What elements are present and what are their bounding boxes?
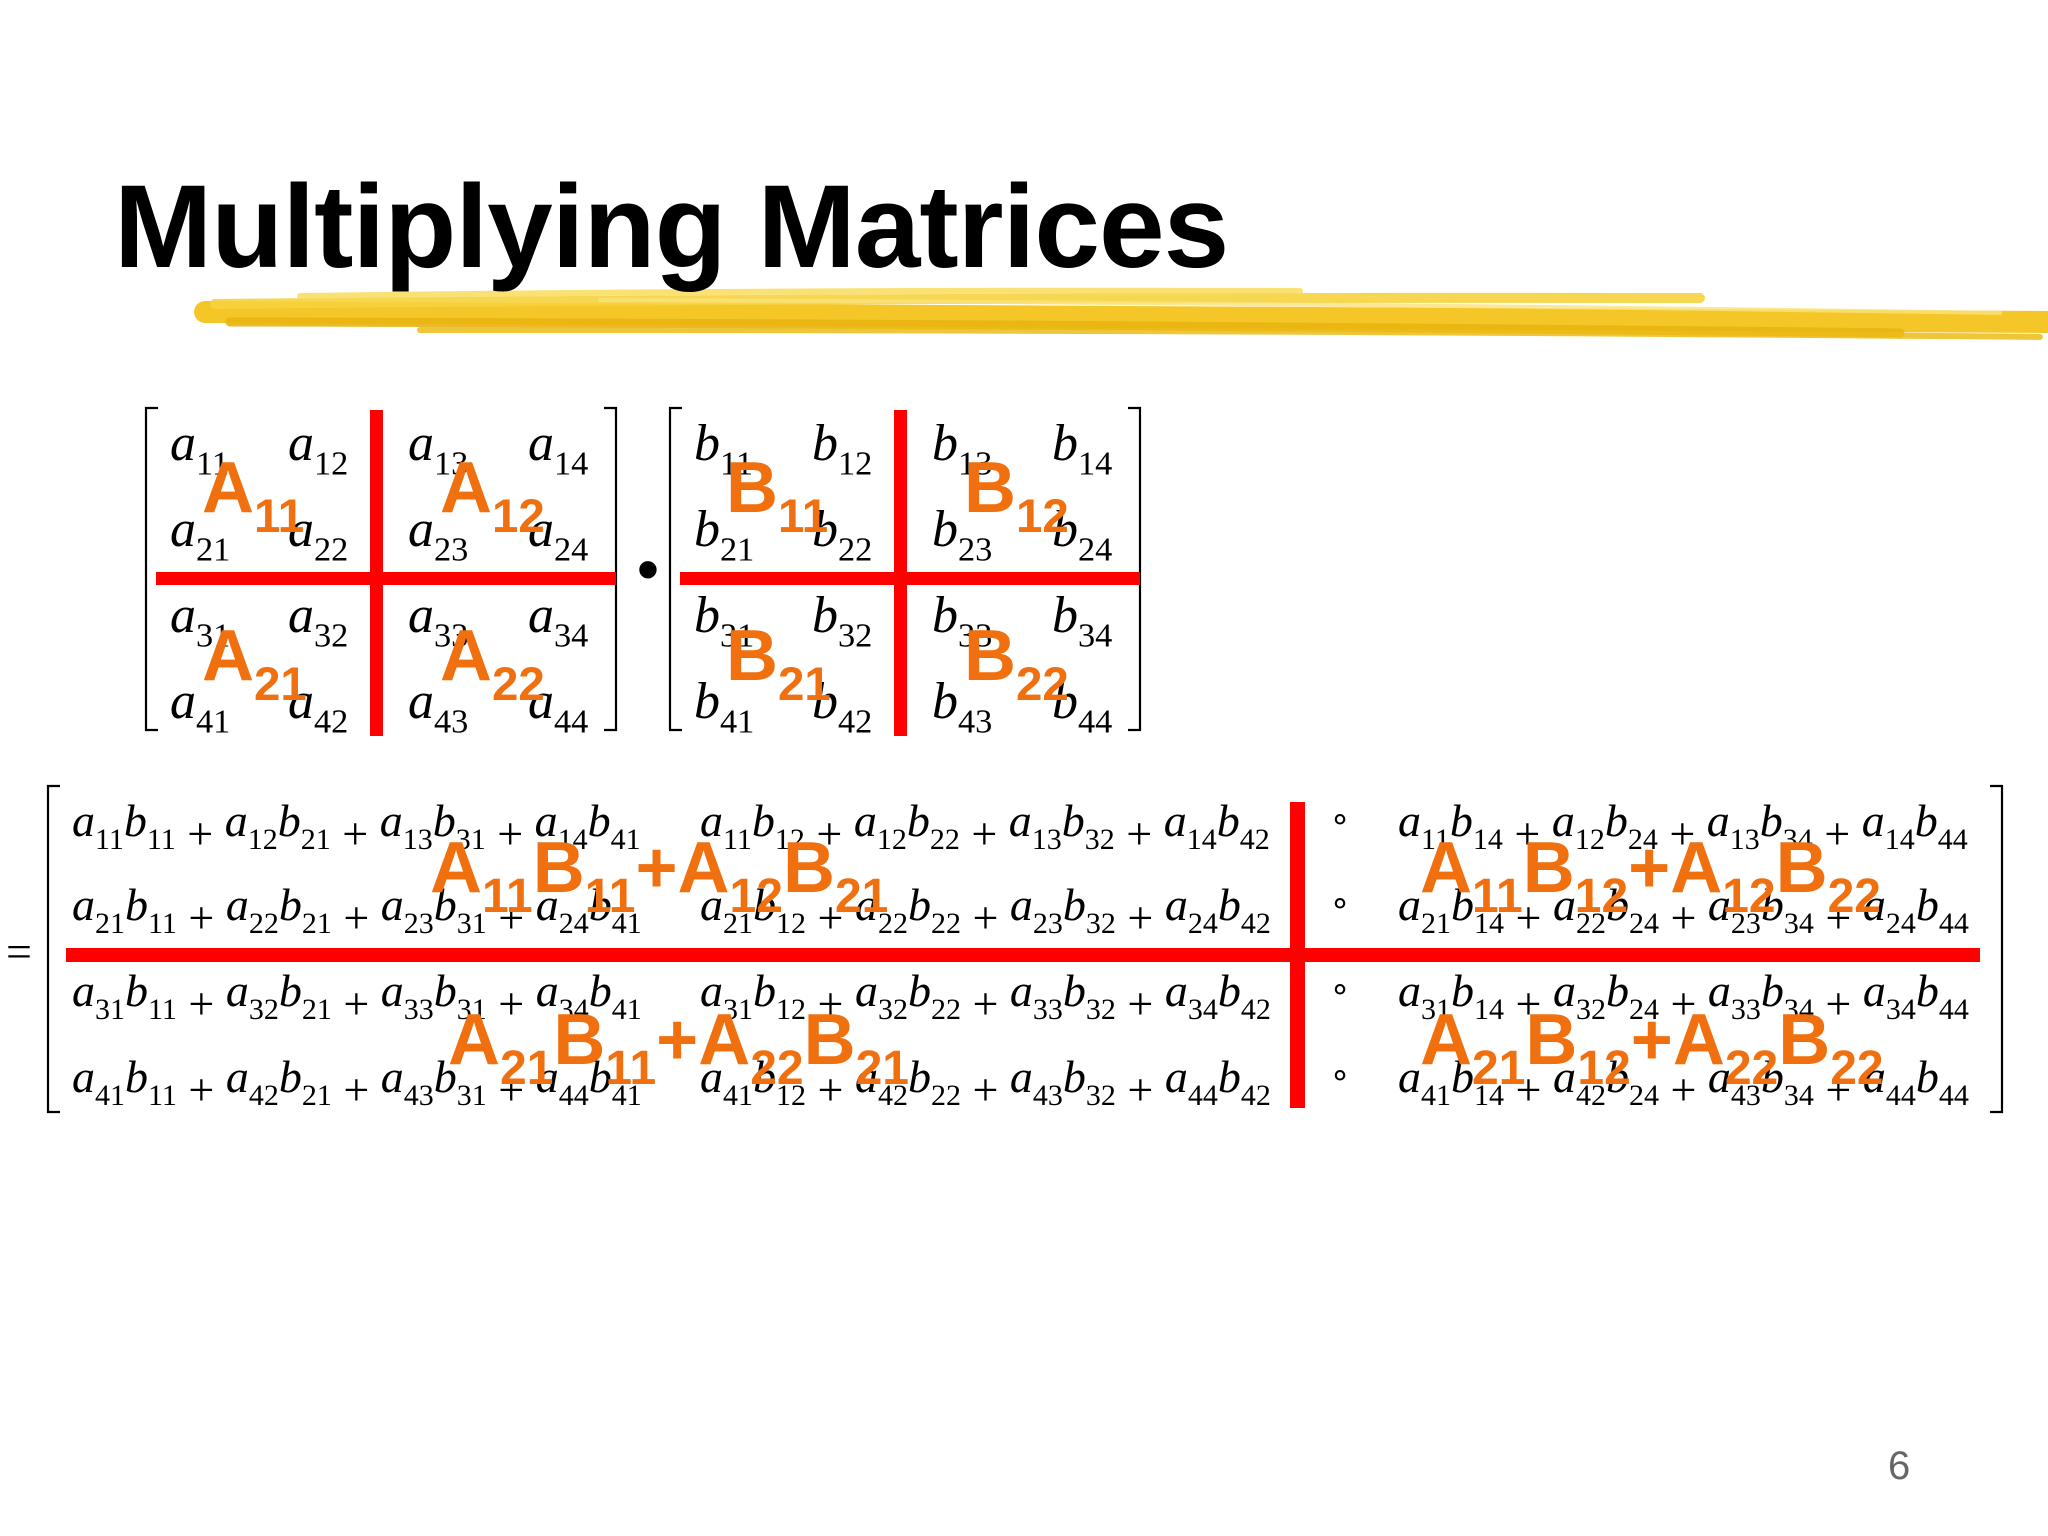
matrix_a-entry: a14	[528, 415, 588, 483]
matrix_b-entry: b21	[694, 501, 754, 569]
matrix_b-entry: b43	[932, 673, 992, 741]
matrix_a-entry: a11	[170, 415, 229, 483]
product-right-bracket	[1990, 784, 2004, 1114]
block-label-a: A11	[202, 448, 304, 543]
matrix_a-entry: a22	[288, 501, 348, 569]
matrix_a-entry: a24	[528, 501, 588, 569]
product-v-divider	[1290, 802, 1305, 1108]
matrix_a-entry: a34	[528, 587, 588, 655]
product-block-label: A21B12+A22B22	[1420, 1000, 1884, 1095]
matrix_b-entry: b22	[812, 501, 872, 569]
brush-stroke	[598, 298, 2002, 315]
product-entry: a11b14 + a12b24 + a13b34 + a14b44	[1398, 795, 1968, 859]
matrix_a-v-divider	[370, 410, 383, 736]
block-label-b: B21	[726, 616, 831, 711]
block-label-b: B12	[964, 448, 1069, 543]
column-ellipsis: ∘	[1329, 885, 1350, 922]
product-entry: a21b12 + a22b22 + a23b32 + a24b42	[700, 879, 1271, 943]
product-entry: a11b11 + a12b21 + a13b31 + a14b41	[72, 795, 641, 859]
matrix_b-entry: b41	[694, 673, 754, 741]
matrix_b-right-bracket	[1128, 406, 1142, 732]
matrix_a-h-divider	[156, 572, 616, 585]
product-h-divider	[66, 948, 1980, 962]
product-matrix: a11b11 + a12b21 + a13b31 + a14b41 a11b12 …	[46, 784, 2004, 1115]
matrix_b-entry: b23	[932, 501, 992, 569]
matrix_b-v-divider	[894, 410, 907, 736]
block-label-a: A22	[440, 616, 545, 711]
matrix_a-entry: a43	[408, 673, 468, 741]
product-entry: a21b14 + a22b24 + a23b34 + a24b44	[1398, 879, 1969, 943]
matrix_a-entry: a32	[288, 587, 348, 655]
product-entry: a41b11 + a42b21 + a43b31 + a44b41	[72, 1051, 642, 1115]
matrix_a-entry: a33	[408, 587, 468, 655]
matrix_b-entry: b12	[812, 415, 872, 483]
column-ellipsis: ∘	[1329, 1057, 1350, 1094]
slide-title: Multiplying Matrices	[114, 161, 1229, 293]
product-entry: a41b12 + a42b22 + a43b32 + a44b42	[700, 1051, 1271, 1115]
brush-stroke	[225, 317, 1905, 338]
matrix-b: b11 b12 b13 b14 b21 b22 b23 b24 b31 b32 b33 b34 b41 b…	[668, 406, 1142, 741]
matrix_b-entry: b13	[932, 415, 992, 483]
matrix_a-entry: a13	[408, 415, 468, 483]
matrix_b-entry: b33	[932, 587, 992, 655]
product-left-bracket	[46, 784, 60, 1114]
matrix_b-entry: b24	[1052, 501, 1112, 569]
column-ellipsis: ∘	[1329, 971, 1350, 1008]
matrix_a-entry: a12	[288, 415, 348, 483]
column-ellipsis: ∘	[1329, 801, 1350, 838]
brush-stroke	[210, 292, 1705, 309]
brush-stroke	[297, 287, 1303, 299]
product-entry: a31b14 + a32b24 + a33b34 + a34b44	[1398, 965, 1969, 1029]
block-label-b: B11	[726, 448, 828, 543]
matrix_b-entry: b14	[1052, 415, 1112, 483]
product-entry: a11b12 + a12b22 + a13b32 + a14b42	[700, 795, 1270, 859]
matrix_b-h-divider	[680, 572, 1140, 585]
block-label-a: A21	[202, 616, 307, 711]
matrix_b-entry: b44	[1052, 673, 1112, 741]
matrix_b-entry: b31	[694, 587, 754, 655]
product-entry: a21b11 + a22b21 + a23b31 + a24b41	[72, 879, 642, 943]
product-entry: a31b11 + a32b21 + a33b31 + a34b41	[72, 965, 642, 1029]
matrix_b-entry: b42	[812, 673, 872, 741]
matrix_a-entry: a44	[528, 673, 588, 741]
product-entry: a31b12 + a32b22 + a33b32 + a34b42	[700, 965, 1271, 1029]
page-number: 6	[1888, 1444, 1911, 1488]
matrix_a-left-bracket	[144, 406, 158, 732]
matrix_a-entry: a41	[170, 673, 230, 741]
matrix_b-entry: b32	[812, 587, 872, 655]
equals-sign: =	[6, 926, 32, 977]
matrix_a-entry: a23	[408, 501, 468, 569]
brush-stroke	[194, 301, 2048, 333]
multiply-dot: •	[637, 533, 659, 605]
product-block-label: A11B11+A12B21	[430, 828, 888, 923]
product-block-label: A21B11+A22B21	[448, 1000, 909, 1095]
matrix_b-entry: b11	[694, 415, 753, 483]
matrix-a: a11 a12 a13 a14 a21 a22 a23 a24 a31 a32 a33 a34 a41 a…	[144, 406, 618, 741]
product-block-label: A11B12+A12B22	[1420, 828, 1881, 923]
block-label-a: A12	[440, 448, 545, 543]
brush-stroke	[417, 326, 2043, 340]
matrix_a-entry: a31	[170, 587, 230, 655]
matrix_b-left-bracket	[668, 406, 682, 732]
matrix_a-entry: a21	[170, 501, 230, 569]
matrix_b-entry: b34	[1052, 587, 1112, 655]
matrix_a-entry: a42	[288, 673, 348, 741]
matrix_a-right-bracket	[604, 406, 618, 732]
product-entry: a41b14 + a42b24 + a43b34 + a44b44	[1398, 1051, 1969, 1115]
block-label-b: B22	[964, 616, 1069, 711]
